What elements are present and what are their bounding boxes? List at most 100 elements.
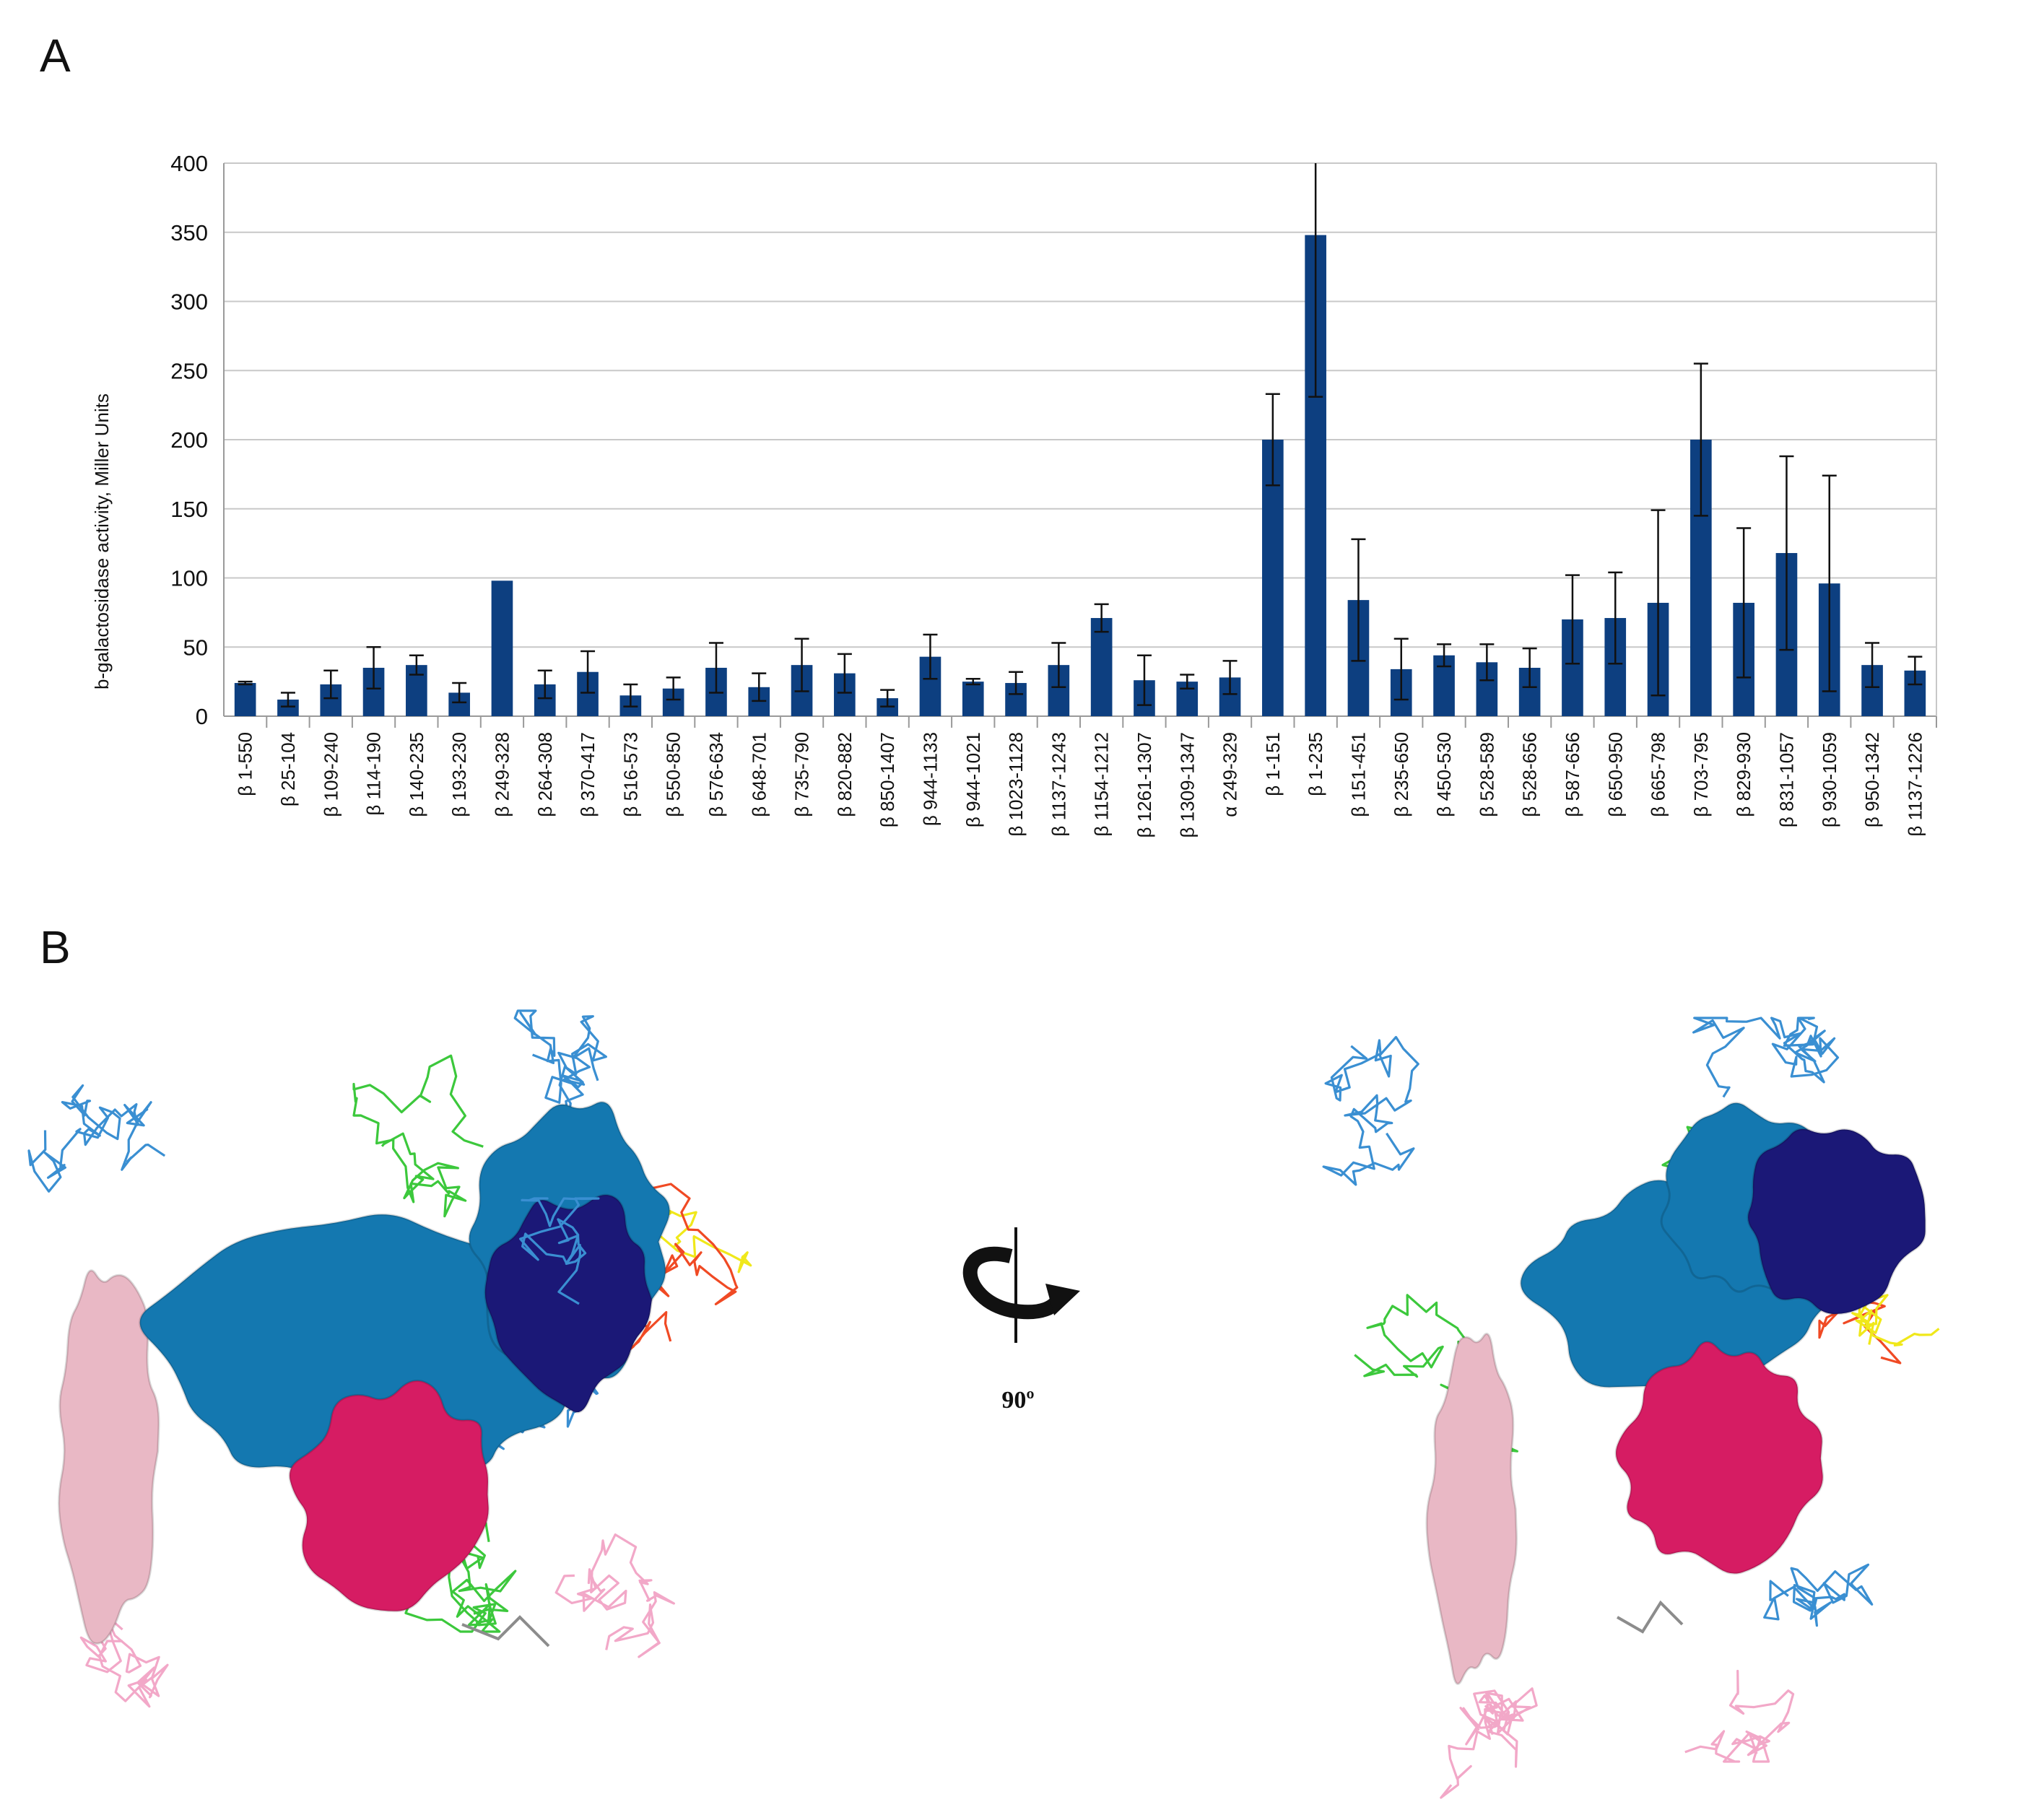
y-tick-label: 300 xyxy=(170,290,208,315)
surface-magenta xyxy=(1614,1341,1825,1575)
x-tick-label: β 930-1059 xyxy=(1819,732,1840,827)
x-tick-label: β 1137-1226 xyxy=(1904,732,1926,837)
ribbon-pink xyxy=(555,1533,675,1658)
x-tick-label: β 235-650 xyxy=(1391,732,1412,817)
x-tick-label: β 264-308 xyxy=(534,732,556,817)
x-tick-label: α 249-329 xyxy=(1219,732,1241,817)
x-tick-label: β 109-240 xyxy=(320,732,342,817)
x-tick-label: β 1-151 xyxy=(1262,732,1284,796)
x-tick-label: β 1-235 xyxy=(1305,732,1326,796)
x-tick-label: β 587-656 xyxy=(1562,732,1583,817)
bar-chart: 0 50 100 150 200 250 300 350 400 β 1-550 β 25-104… xyxy=(91,151,1937,838)
error-bar xyxy=(1180,674,1195,689)
error-bar xyxy=(1136,654,1152,706)
panel-a-label: A xyxy=(40,30,71,82)
ribbon-blue xyxy=(27,1084,166,1193)
surface-pink xyxy=(58,1269,160,1645)
y-tick-label: 350 xyxy=(170,220,208,245)
error-bar xyxy=(880,689,895,708)
rotation-arrowhead-icon xyxy=(1045,1284,1080,1315)
error-bar xyxy=(1693,362,1708,517)
x-tick-label: β 193-230 xyxy=(448,732,470,817)
x-tick-label: β 151-451 xyxy=(1347,732,1369,817)
error-bar xyxy=(666,676,681,701)
error-bar xyxy=(580,650,596,694)
error-bar xyxy=(1865,642,1880,689)
error-bar xyxy=(366,646,381,689)
error-bar xyxy=(537,669,552,700)
y-tick-labels: 0 50 100 150 200 250 300 350 400 xyxy=(170,151,208,729)
error-bar xyxy=(1479,643,1495,682)
x-tick-label: β 665-798 xyxy=(1648,732,1669,817)
ribbon-blue xyxy=(519,1197,600,1305)
error-bar xyxy=(623,683,638,708)
error-bar xyxy=(1393,637,1409,701)
error-bar xyxy=(1265,393,1280,487)
panel-b-label: B xyxy=(40,921,71,973)
x-tick-label: β 528-589 xyxy=(1476,732,1497,817)
x-tick-label: β 820-882 xyxy=(834,732,856,817)
x-tick-labels: β 1-550 β 25-104 β 109-240 β 114-190 β 140-2… xyxy=(235,732,1926,838)
error-bar xyxy=(794,637,809,692)
error-bar xyxy=(1908,656,1923,686)
x-tick-label: β 1137-1243 xyxy=(1048,732,1069,837)
error-bar xyxy=(1565,574,1580,665)
x-tick-label: β 650-950 xyxy=(1604,732,1626,817)
x-tick-label: β 550-850 xyxy=(663,732,684,817)
error-bar xyxy=(1608,571,1623,665)
error-bar xyxy=(1522,647,1537,689)
error-bar xyxy=(1351,538,1366,662)
ribbon-green xyxy=(352,1054,484,1218)
rotation-arrow-icon xyxy=(962,1246,1067,1320)
x-tick-label: β 1023-1128 xyxy=(1005,732,1027,837)
gridlines xyxy=(223,162,1937,728)
surface-magenta xyxy=(288,1380,490,1613)
structure-view-left xyxy=(27,1009,752,1708)
x-tick-label: β 829-930 xyxy=(1733,732,1754,817)
error-bar xyxy=(923,633,938,680)
x-tick-label: β 140-235 xyxy=(406,732,427,817)
rotation-label: 90º xyxy=(1001,1387,1034,1414)
x-tick-label: β 944-1133 xyxy=(919,732,941,826)
ribbon-gray xyxy=(461,1615,550,1648)
x-tick-label: β 1261-1307 xyxy=(1134,732,1155,838)
ribbon-blue xyxy=(1692,1017,1840,1098)
y-tick-label: 150 xyxy=(170,497,208,522)
ribbon-pink xyxy=(79,1565,169,1708)
x-tick-label: β 370-417 xyxy=(577,732,599,817)
error-bar xyxy=(452,682,467,704)
error-bar xyxy=(752,672,767,702)
ribbon-blue xyxy=(1322,1035,1419,1186)
error-bar xyxy=(1736,527,1752,679)
x-tick-label: β 576-634 xyxy=(705,732,727,817)
y-tick-label: 100 xyxy=(170,566,208,591)
error-bars xyxy=(238,163,1923,708)
x-tick-label: β 1-550 xyxy=(235,732,256,796)
error-bar xyxy=(1051,642,1066,689)
bar xyxy=(277,700,299,716)
x-tick-label: β 516-573 xyxy=(619,732,641,817)
error-bar xyxy=(708,642,723,694)
x-tick-label: β 1309-1347 xyxy=(1176,732,1198,838)
x-tick-label: β 25-104 xyxy=(277,732,299,806)
y-tick-label: 0 xyxy=(196,704,208,729)
error-bar xyxy=(1222,660,1238,695)
error-bar xyxy=(1651,509,1666,697)
rotation-symbol: 90º xyxy=(962,1227,1080,1414)
surface-pink xyxy=(1425,1333,1518,1685)
ribbon-blue xyxy=(513,1009,607,1120)
y-axis-label: b-galactosidase activity, Miller Units xyxy=(91,393,113,689)
y-tick-label: 200 xyxy=(170,427,208,453)
x-tick-label: β 528-656 xyxy=(1519,732,1541,817)
error-bar xyxy=(1779,455,1794,651)
ribbon-pink xyxy=(1440,1687,1538,1799)
ribbon-pink xyxy=(1684,1669,1795,1763)
x-tick-label: β 1154-1212 xyxy=(1091,732,1113,837)
ribbon-blue xyxy=(1763,1563,1874,1627)
bar xyxy=(962,682,984,716)
y-tick-label: 50 xyxy=(183,635,208,660)
x-tick-label: β 450-530 xyxy=(1433,732,1455,817)
error-bar xyxy=(1437,643,1452,668)
bar xyxy=(1090,618,1113,716)
x-tick-label: β 950-1342 xyxy=(1861,732,1883,827)
